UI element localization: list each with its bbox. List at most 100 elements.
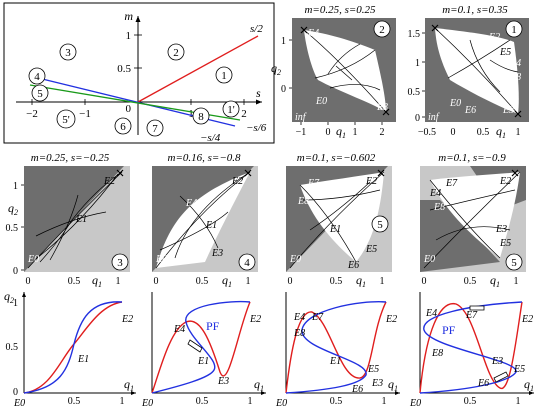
bottom-panel-4-origin: E0 xyxy=(409,398,421,409)
tick-s-neg2: −2 xyxy=(26,108,38,120)
top-panel-a-marker-e3 xyxy=(382,108,390,116)
bottom-panel-2-pt-e3: E3 xyxy=(217,376,229,387)
bottom-panel-3-red-curve xyxy=(285,301,387,394)
bottom-panel-3-pt-e5: E5 xyxy=(367,364,379,375)
svg-text:8: 8 xyxy=(198,111,204,123)
top-panel-b-ytick-15: 1.5 xyxy=(408,29,421,40)
mid-panel-3-pt-e8: E8 xyxy=(297,196,309,207)
top-panel-a-ytick-0: 0 xyxy=(281,84,286,95)
mid-panel-1-ytick-1: 1 xyxy=(13,181,18,192)
region-3: 3 xyxy=(59,43,77,61)
mid-panel-4-xtick-05: 0.5 xyxy=(464,276,477,287)
svg-text:2: 2 xyxy=(173,47,179,59)
mid-panel-4-bg-dark xyxy=(420,200,500,272)
region-6: 6 xyxy=(114,117,132,135)
region-5: 5 xyxy=(31,84,49,102)
top-panel-b-xtick-1: 1 xyxy=(516,127,521,138)
region-1: 1 xyxy=(215,66,233,84)
mid-panel-2-pt-e3: E3 xyxy=(211,248,223,259)
bottom-panel-1-ytick-0: 0 xyxy=(13,387,18,398)
mid-panel-2-pt-e4: E4 xyxy=(185,198,197,209)
bottom-panel-2-pt-e4: E4 xyxy=(173,324,185,335)
region-8: 8 xyxy=(192,107,210,125)
tick-m-05: 0.5 xyxy=(117,63,131,75)
bottom-panel-4-xtick-1: 1 xyxy=(516,396,521,407)
mid-panel-2-title: m=0.16, s=−0.8 xyxy=(168,152,241,164)
bottom-panel-1-ytick-05: 0.5 xyxy=(6,342,19,353)
mid-panel-2-xtick-05: 0.5 xyxy=(196,276,209,287)
tick-s-1: 1 xyxy=(188,108,194,120)
mid-panel-3-marker-e2 xyxy=(377,169,385,177)
top-panel-b-pt-e5: E5 xyxy=(499,47,511,58)
mid-panel-4-region: 5 xyxy=(505,253,523,271)
bottom-panel-2-pt-e1: E1 xyxy=(197,356,209,367)
region-7: 7 xyxy=(146,119,164,137)
bottom-panel-4-pt-e8: E8 xyxy=(431,348,443,359)
top-panel-b-pt-e0: E0 xyxy=(449,98,461,109)
bottom-panel-3-pt-e6: E6 xyxy=(351,384,363,395)
mid-panel-3: m=0.1, s=−0.602 0 0.5 1 q1 5 E2 E7 E8 E1… xyxy=(286,152,392,289)
bottom-panel-2-pt-e2: E2 xyxy=(249,314,261,325)
mid-panel-2-pt-e1: E1 xyxy=(205,220,217,231)
bottom-panel-2-blue-curve xyxy=(151,300,251,394)
mid-panel-4-pt-e4: E4 xyxy=(429,188,441,199)
top-panel-a-title: m=0.25, s=0.25 xyxy=(304,4,376,16)
bottom-panel-4-pt-e7: E7 xyxy=(465,310,478,321)
bottom-panel-2-pf: PF xyxy=(206,319,220,333)
mid-panel-4-xtick-0: 0 xyxy=(422,276,427,287)
top-panel-b-xlabel: q1 xyxy=(496,124,506,140)
bottom-panel-2-xtick-1: 1 xyxy=(248,396,253,407)
svg-text:1': 1' xyxy=(227,104,235,116)
mid-panel-4-pt-e2: E2 xyxy=(499,176,511,187)
svg-text:5': 5' xyxy=(62,114,70,126)
top-panel-a-pt-e3: E3 xyxy=(376,102,388,113)
mid-panel-3-pt-e1: E1 xyxy=(329,224,341,235)
top-panel-b-xtick-neg05: −0.5 xyxy=(418,127,436,138)
svg-text:3: 3 xyxy=(65,47,71,59)
bottom-panel-3: 0.5 1 q1 E0 E2 E4 E7 E8 E1 E5 E3 E6 xyxy=(275,292,400,409)
top-panel-b-pt-e4: E4 xyxy=(509,58,521,69)
mid-panel-1-title: m=0.25, s=−0.25 xyxy=(31,152,110,164)
mid-panel-4-pt-e7: E7 xyxy=(445,178,458,189)
mid-panel-1-pt-e0: E0 xyxy=(27,254,39,265)
bottom-panel-1-ytick-1: 1 xyxy=(13,298,18,309)
svg-text:1: 1 xyxy=(511,24,517,36)
mid-panel-2-marker-e2 xyxy=(244,169,252,177)
mid-panel-3-xtick-0: 0 xyxy=(288,276,293,287)
mid-panel-1-ytick-0: 0 xyxy=(13,266,18,277)
mid-panel-3-basin xyxy=(300,172,384,262)
mid-panel-2-xlabel: q1 xyxy=(222,273,232,289)
mid-panel-1: m=0.25, s=−0.25 1 0.5 0 q2 0 0.5 1 q1 3 … xyxy=(6,152,130,289)
bottom-panel-1-origin: E0 xyxy=(13,398,25,409)
label-neg-s-over-6: −s/6 xyxy=(246,122,267,134)
bottom-panel-1-pt-e2: E2 xyxy=(121,314,133,325)
top-panel-b-pt-e8: E8 xyxy=(509,72,521,83)
top-panel-a-pt-inf: inf xyxy=(295,112,307,123)
top-panel-b-pt-e6: E6 xyxy=(464,105,476,116)
top-panel-a-xtick-neg1: −1 xyxy=(296,127,307,138)
top-panel-a-xlabel: q1 xyxy=(336,124,346,140)
mid-panel-1-xtick-1: 1 xyxy=(116,276,121,287)
mid-panel-4-pt-e8: E8 xyxy=(433,202,445,213)
mid-panel-2-region: 4 xyxy=(238,253,256,271)
bottom-panel-3-pt-e3: E3 xyxy=(371,378,383,389)
mid-panel-4-pt-e3: E3 xyxy=(495,224,507,235)
top-panel-b-title: m=0.1, s=0.35 xyxy=(442,4,508,16)
mid-panel-3-pt-e6: E6 xyxy=(347,260,359,271)
bottom-panel-3-pt-e7: E7 xyxy=(311,312,324,323)
mid-panel-3-region: 5 xyxy=(371,215,389,233)
bottom-panel-2-xlabel: q1 xyxy=(254,377,264,393)
bottom-panel-2-origin: E0 xyxy=(141,398,153,409)
svg-text:5: 5 xyxy=(377,219,383,231)
mid-panel-1-ytick-05: 0.5 xyxy=(6,223,19,234)
bottom-panel-1: 1 0.5 0 q2 0.5 1 q1 E0 E2 E1 xyxy=(4,289,136,409)
svg-text:4: 4 xyxy=(34,71,40,83)
mid-panel-1-marker-e2 xyxy=(116,169,124,177)
bottom-panel-4-pf: PF xyxy=(442,323,456,337)
bottom-panel-1-pt-e1: E1 xyxy=(77,354,89,365)
top-panel-a-ytick-1: 1 xyxy=(281,36,286,47)
bottom-panel-3-origin: E0 xyxy=(275,398,287,409)
bottom-panel-4-xlabel: q1 xyxy=(524,377,534,393)
bottom-panel-4-pt-e6: E6 xyxy=(477,378,489,389)
